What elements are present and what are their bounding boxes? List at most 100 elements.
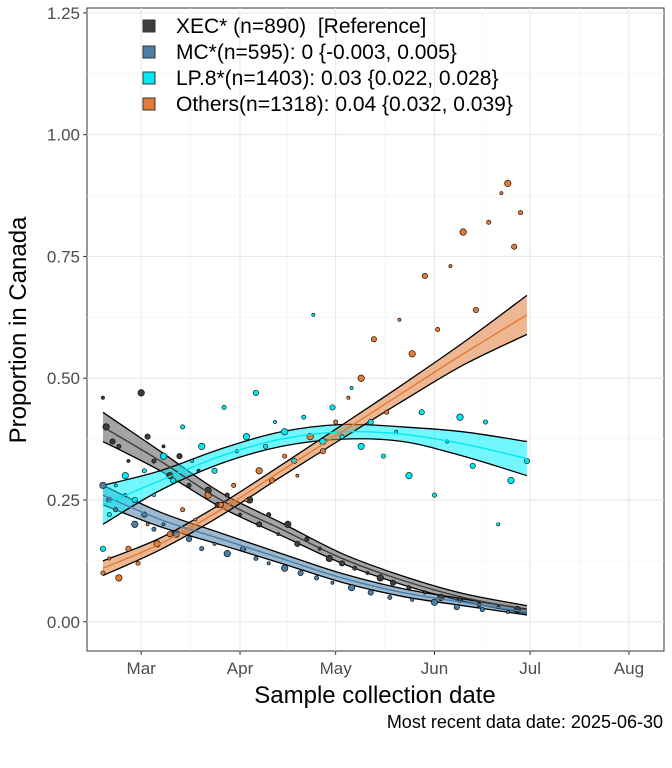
data-point [329, 404, 336, 411]
data-point [161, 444, 166, 449]
data-point [99, 545, 106, 552]
data-point [212, 541, 217, 546]
data-point [152, 493, 156, 498]
data-point [523, 458, 530, 465]
data-point [365, 571, 370, 575]
data-point [180, 507, 186, 513]
data-point [496, 522, 501, 527]
x-tick-label: Jul [519, 659, 541, 678]
band-lower-edge-2 [102, 438, 528, 525]
data-point [281, 428, 289, 436]
data-point [242, 433, 250, 441]
legend-label: XEC* (n=890) [Reference] [176, 15, 426, 38]
data-point [406, 585, 412, 591]
data-point [284, 520, 292, 528]
data-point [109, 438, 116, 445]
fit-line-1 [102, 494, 528, 613]
data-point [135, 560, 141, 566]
data-points [99, 179, 530, 614]
x-tick-label: Apr [227, 659, 254, 678]
data-point [252, 389, 259, 396]
confidence-band-3 [102, 295, 527, 576]
data-point [367, 589, 374, 596]
data-point [295, 473, 300, 478]
data-point [397, 317, 402, 322]
data-point [518, 210, 523, 216]
data-point [170, 477, 177, 484]
band-lower-edge-1 [102, 504, 528, 616]
major-gridlines [87, 8, 664, 651]
data-point [238, 512, 242, 517]
fit-line-2 [102, 430, 528, 506]
data-point [115, 574, 123, 582]
data-point [266, 512, 272, 518]
data-point [161, 522, 166, 527]
fit-line-3 [102, 314, 528, 569]
data-point [418, 409, 425, 416]
data-point [145, 522, 150, 527]
data-point [357, 442, 365, 450]
data-point [421, 272, 428, 279]
data-point [408, 350, 416, 358]
data-point [346, 395, 351, 400]
x-tick-label: Jun [421, 659, 448, 678]
data-point [151, 526, 157, 532]
x-tick-label: Aug [614, 659, 644, 678]
data-point [453, 604, 460, 611]
fit-lines [102, 314, 528, 613]
data-point [281, 564, 289, 572]
data-point [319, 448, 326, 455]
data-point [423, 590, 427, 595]
data-point [224, 492, 230, 498]
data-point [301, 414, 307, 420]
data-point [131, 496, 138, 503]
data-point [190, 459, 195, 463]
data-point [499, 191, 504, 196]
data-point [505, 610, 510, 614]
data-point [339, 560, 346, 567]
data-point [126, 459, 131, 463]
data-point [472, 307, 479, 314]
data-point [166, 531, 173, 538]
data-point [107, 556, 112, 561]
data-point [469, 462, 476, 469]
data-point [410, 597, 415, 602]
data-point [507, 476, 515, 485]
data-point [430, 598, 439, 606]
data-point [159, 452, 168, 460]
data-point [176, 453, 183, 460]
x-tick-label: Mar [127, 659, 157, 678]
data-point [199, 546, 205, 552]
data-point [405, 472, 413, 480]
x-axis-title: Sample collection date [254, 682, 495, 709]
data-point [125, 545, 132, 552]
data-point [348, 584, 356, 592]
data-point [339, 434, 345, 440]
legend-label: MC*(n=595): 0 {-0.003, 0.005} [176, 41, 457, 64]
data-point [325, 554, 333, 563]
confidence-band-2 [102, 424, 527, 525]
data-point [99, 481, 107, 489]
y-tick-label: 0.00 [47, 613, 80, 632]
y-axis-ticks: 0.00 0.25 0.50 0.75 1.00 1.25 [47, 4, 87, 632]
data-point [459, 228, 467, 236]
legend-key [142, 45, 156, 59]
data-point [311, 312, 316, 317]
fit-line-0 [102, 426, 528, 611]
data-point [387, 594, 393, 600]
data-point [100, 570, 106, 576]
y-axis-title: Proportion in Canada [5, 216, 32, 443]
data-point [448, 264, 453, 269]
data-point [376, 574, 384, 582]
y-tick-label: 1.00 [47, 126, 80, 145]
data-point [113, 483, 118, 488]
data-point [349, 386, 354, 390]
data-point [141, 468, 147, 474]
x-axis-ticks: Mar Apr May Jun Jul Aug [127, 651, 644, 678]
data-point [384, 409, 390, 415]
data-point [137, 389, 145, 397]
data-point [263, 443, 268, 449]
plot-panel [86, 7, 665, 652]
data-point [180, 424, 186, 430]
